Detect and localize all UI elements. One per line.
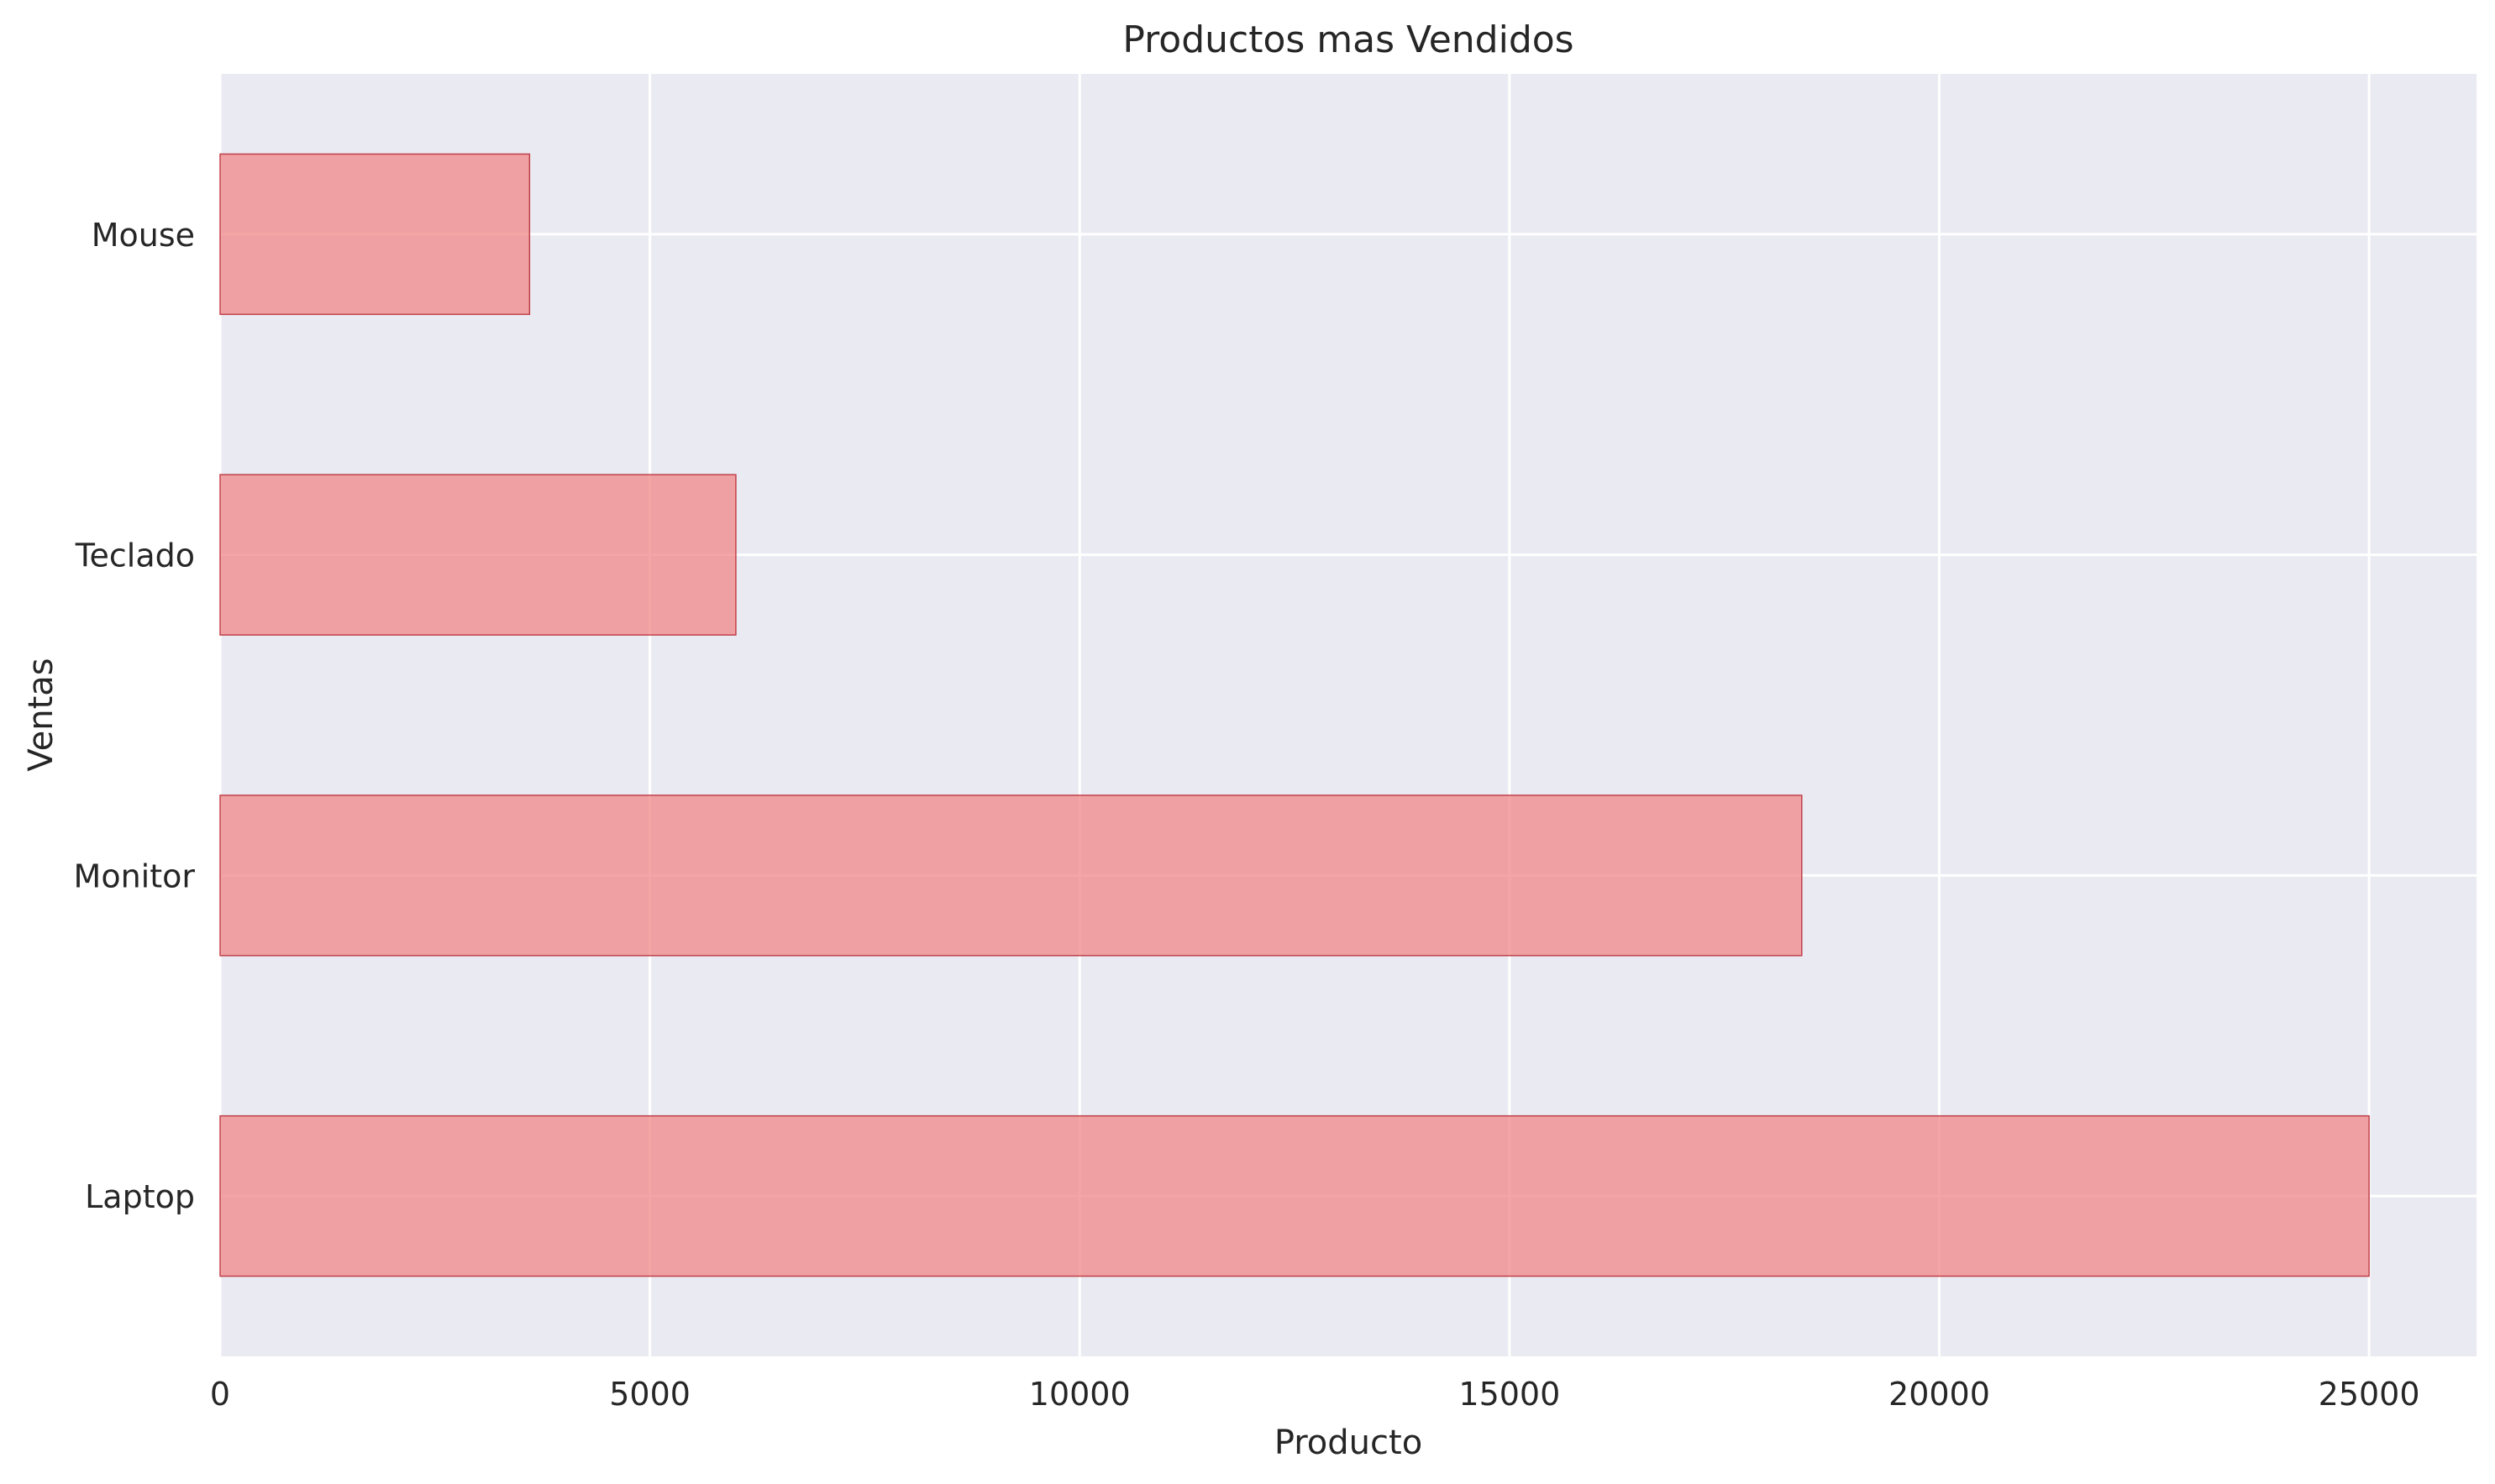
bar-laptop: [219, 1114, 2370, 1277]
y-axis-label: Ventas: [22, 658, 60, 771]
y-tick-label: Mouse: [92, 217, 195, 254]
chart-title: Productos mas Vendidos: [1122, 18, 1573, 61]
y-tick-label: Teclado: [75, 537, 195, 574]
y-tick-label: Laptop: [85, 1178, 195, 1215]
bar-teclado: [219, 474, 737, 636]
y-tick-label: Monitor: [74, 857, 196, 894]
x-axis-label: Producto: [1274, 1424, 1422, 1462]
x-tick-label: 20000: [1888, 1376, 1990, 1413]
x-tick-label: 5000: [609, 1376, 691, 1413]
y-tick-labels: Laptop Monitor Teclado Mouse: [74, 217, 196, 1215]
bar-monitor: [219, 794, 1803, 957]
x-tick-labels: 0 5000 10000 15000 20000 25000: [210, 1376, 2420, 1413]
bars: [219, 153, 2370, 1277]
x-tick-label: 25000: [2319, 1376, 2420, 1413]
x-tick-label: 10000: [1029, 1376, 1131, 1413]
x-tick-label: 15000: [1458, 1376, 1560, 1413]
x-tick-label: 0: [210, 1376, 230, 1413]
bar-mouse: [219, 153, 531, 316]
